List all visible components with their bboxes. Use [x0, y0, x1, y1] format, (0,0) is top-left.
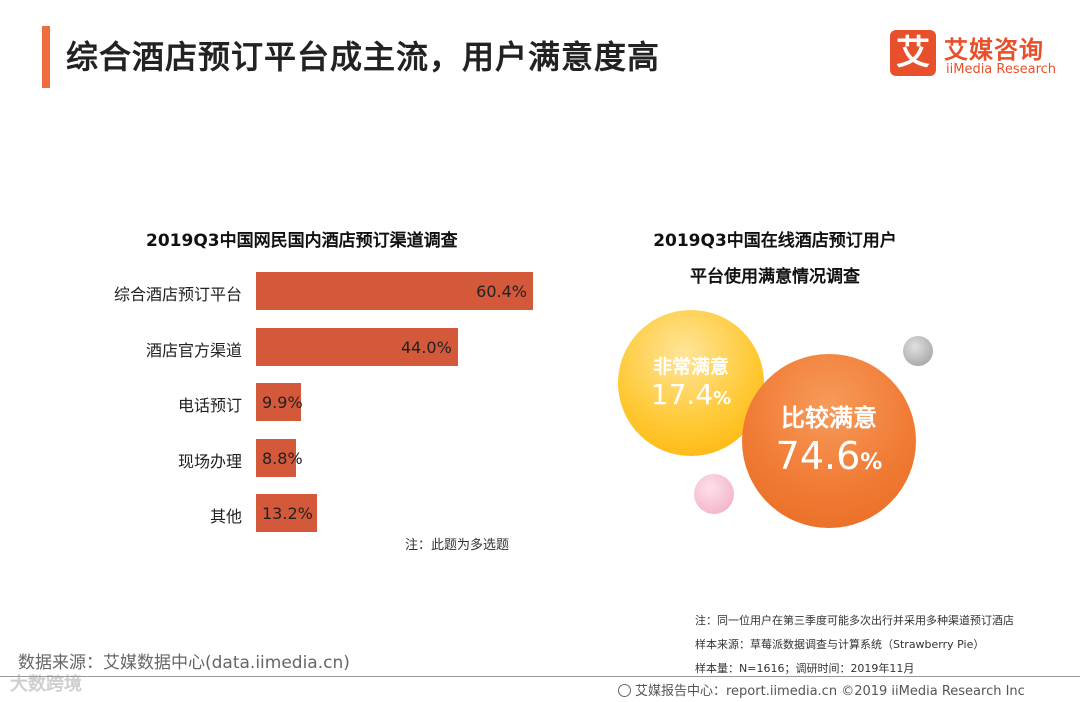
bar-value-label: 8.8% [262, 448, 303, 468]
decor-bubble-pink [694, 474, 734, 514]
logo-cn-text: 艾媒咨询 [944, 36, 1044, 64]
bubble-very-satisfied-value: 17.4% [650, 378, 732, 411]
bubble-fairly-satisfied-value: 74.6% [775, 434, 883, 478]
globe-icon [618, 684, 631, 697]
title-accent-bar [42, 26, 50, 88]
bar-chart-note: 注：此题为多选题 [405, 538, 510, 553]
watermark: 大数跨境 [10, 674, 82, 695]
footnote-line2: 样本来源：草莓派数据调查与计算系统（Strawberry Pie） [695, 638, 985, 651]
bar-label: 现场办理 [177, 451, 242, 471]
bar-label: 其他 [209, 507, 242, 526]
bar-label: 酒店官方渠道 [145, 340, 242, 360]
bar-value-label: 13.2% [262, 504, 313, 523]
logo-en-text: iiMedia Research [946, 62, 1057, 77]
bubble-fairly-satisfied: 比较满意 74.6% [742, 354, 916, 528]
bar [256, 383, 302, 421]
footnote-line1: 注：同一位用户在第三季度可能多次出行并采用多种渠道预订酒店 [695, 614, 1014, 627]
bar-label: 电话预订 [177, 396, 242, 415]
bar [256, 494, 317, 532]
bubble-fairly-satisfied-label: 比较满意 [781, 404, 877, 432]
bubble-chart-title-line1: 2019Q3中国在线酒店预订用户 [653, 231, 897, 251]
bubble-chart-title-line2: 平台使用满意情况调查 [690, 267, 860, 287]
bar-label: 综合酒店预订平台 [113, 285, 242, 304]
logo-mark: 艾 [890, 30, 936, 76]
bar-value-label: 60.4% [476, 282, 527, 301]
footnote-line3: 样本量：N=1616；调研时间：2019年11月 [695, 662, 915, 675]
page-title: 综合酒店预订平台成主流，用户满意度高 [66, 38, 661, 76]
bar-chart-title: 2019Q3中国网民国内酒店预订渠道调查 [146, 231, 458, 251]
footer: 艾媒报告中心：report.iimedia.cn ©2019 iiMedia R… [618, 680, 1025, 699]
bar-value-label: 44.0% [400, 337, 452, 357]
footer-text: 艾媒报告中心：report.iimedia.cn ©2019 iiMedia R… [635, 684, 1025, 699]
bar [256, 327, 458, 366]
bar [256, 438, 297, 477]
bar [256, 272, 533, 310]
bubble-very-satisfied: 非常满意 17.4% [618, 310, 764, 456]
data-source: 数据来源：艾媒数据中心(data.iimedia.cn) [18, 653, 350, 673]
footer-divider [0, 676, 1080, 677]
bubble-very-satisfied-label: 非常满意 [652, 356, 729, 378]
decor-bubble-grey [903, 336, 933, 366]
iimedia-logo: 艾 艾媒咨询 iiMedia Research [890, 30, 1060, 82]
bar-value-label: 9.9% [262, 393, 303, 412]
